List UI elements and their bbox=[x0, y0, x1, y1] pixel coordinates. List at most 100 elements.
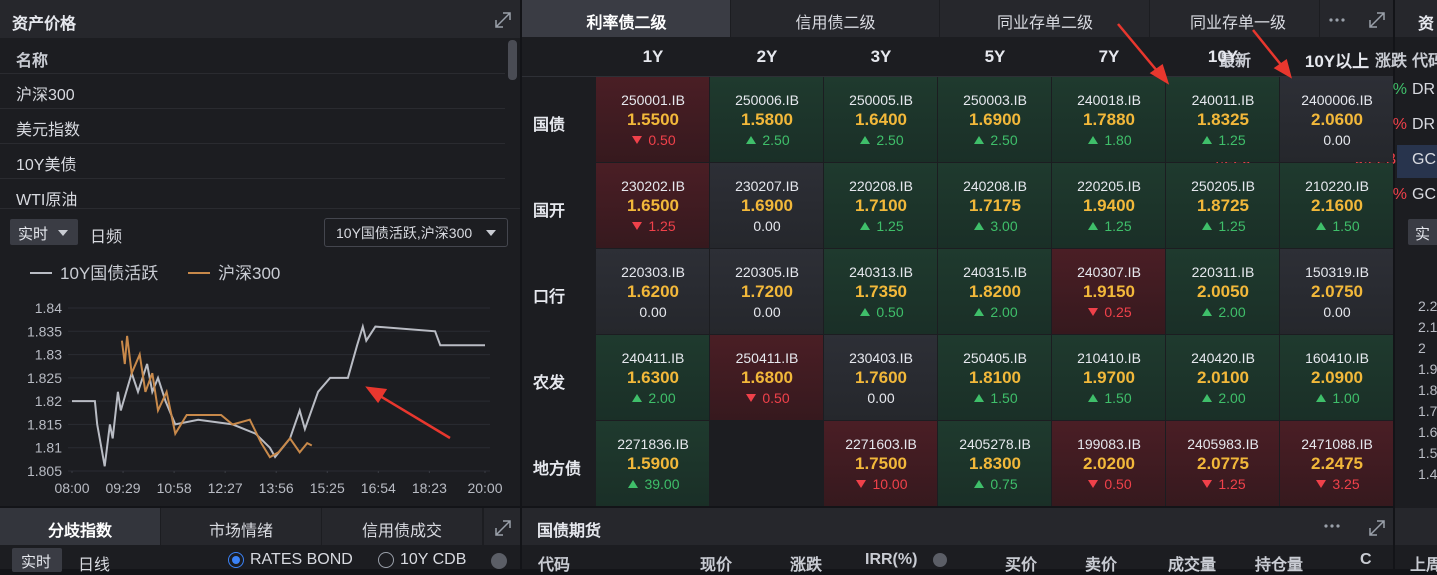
tab[interactable] bbox=[940, 0, 1149, 37]
right-panel bbox=[1395, 0, 1437, 569]
rate-cell[interactable] bbox=[824, 421, 937, 506]
toolbar-divider bbox=[0, 208, 520, 209]
bond-change: 1.50 bbox=[1104, 390, 1132, 406]
rate-cell[interactable] bbox=[938, 163, 1051, 248]
trend-arrow bbox=[1202, 394, 1212, 402]
y-tick-label: 1.815 bbox=[27, 416, 62, 432]
tab[interactable] bbox=[731, 0, 939, 37]
term-header: 3Y bbox=[870, 47, 892, 66]
bond-yield: 2.0750 bbox=[1311, 282, 1363, 301]
freq-label[interactable]: 日线 bbox=[78, 557, 111, 574]
bond-code: 2271603.IB bbox=[845, 436, 917, 452]
rate-cell[interactable] bbox=[710, 335, 823, 420]
series-dropdown[interactable] bbox=[324, 218, 508, 247]
bond-yield: 2.0775 bbox=[1197, 454, 1249, 473]
rate-cell[interactable] bbox=[596, 421, 709, 506]
rate-cell[interactable] bbox=[596, 335, 709, 420]
rate-cell[interactable] bbox=[938, 421, 1051, 506]
bond-yield: 1.6400 bbox=[855, 110, 907, 129]
column-header: 持仓量 bbox=[1255, 557, 1304, 574]
term-header: 10Y bbox=[1207, 47, 1239, 66]
rate-cell[interactable] bbox=[1166, 421, 1279, 506]
row-label: 口行 bbox=[533, 289, 566, 306]
bond-yield: 2.0600 bbox=[1311, 110, 1363, 129]
bond-change: 0.75 bbox=[990, 476, 1018, 492]
rate-cell[interactable] bbox=[1052, 249, 1165, 334]
bond-change: 0.00 bbox=[753, 304, 781, 320]
freq-label[interactable]: 日频 bbox=[90, 229, 123, 246]
mode-label: 实时 bbox=[21, 554, 52, 571]
tab[interactable] bbox=[161, 508, 321, 545]
rate-cell[interactable] bbox=[1166, 77, 1279, 162]
rate-cell[interactable] bbox=[1280, 163, 1393, 248]
tab[interactable] bbox=[522, 0, 730, 37]
column-header: 卖价 bbox=[1085, 557, 1118, 574]
rate-cell[interactable] bbox=[824, 335, 937, 420]
trend-arrow bbox=[1316, 394, 1326, 402]
tab-label: 利率债二级 bbox=[586, 15, 667, 32]
rate-cell[interactable] bbox=[1166, 335, 1279, 420]
rate-cell[interactable] bbox=[1280, 249, 1393, 334]
trend-arrow bbox=[1088, 394, 1098, 402]
bond-code: 2400006.IB bbox=[1301, 92, 1373, 108]
row-label: 国开 bbox=[533, 203, 566, 220]
bond-code: 220305.IB bbox=[735, 264, 799, 280]
bond-code: 240411.IB bbox=[621, 350, 685, 366]
y-tick-label: 1.835 bbox=[27, 323, 62, 339]
bond-code: 2405278.IB bbox=[959, 436, 1031, 452]
bond-code: 2405983.IB bbox=[1187, 436, 1259, 452]
rate-cell[interactable] bbox=[938, 77, 1051, 162]
radio[interactable] bbox=[378, 552, 394, 568]
tab[interactable] bbox=[322, 508, 482, 545]
rate-cell[interactable] bbox=[1052, 335, 1165, 420]
tab[interactable] bbox=[1150, 0, 1319, 37]
mode-button[interactable] bbox=[1408, 219, 1437, 245]
rate-cell[interactable] bbox=[1166, 163, 1279, 248]
series-line bbox=[72, 322, 485, 467]
rate-cell[interactable] bbox=[1166, 249, 1279, 334]
rate-cell[interactable] bbox=[710, 163, 823, 248]
x-tick-label: 15:25 bbox=[310, 480, 345, 496]
bond-code: 199083.IB bbox=[1077, 436, 1141, 452]
rate-cell[interactable] bbox=[596, 249, 709, 334]
rate-cell[interactable] bbox=[596, 163, 709, 248]
tab-label: 信用债成交 bbox=[361, 523, 442, 540]
column-header: 涨跌 bbox=[790, 557, 823, 574]
rate-cell[interactable] bbox=[824, 163, 937, 248]
panel-title: 国债期货 bbox=[537, 523, 602, 540]
bond-yield: 1.7500 bbox=[855, 454, 907, 473]
tab-label: 信用债二级 bbox=[795, 15, 876, 32]
bond-change: 3.25 bbox=[1332, 476, 1360, 492]
rate-cell[interactable] bbox=[938, 335, 1051, 420]
radio[interactable] bbox=[228, 552, 244, 568]
row-code: DR bbox=[1412, 116, 1436, 133]
bond-yield: 1.6900 bbox=[741, 196, 793, 215]
term-header: 2Y bbox=[756, 47, 778, 66]
tab[interactable] bbox=[0, 508, 160, 545]
bond-change: 1.25 bbox=[1218, 218, 1246, 234]
bond-change: 1.25 bbox=[1218, 476, 1246, 492]
rate-cell[interactable] bbox=[1280, 421, 1393, 506]
bond-change: 0.50 bbox=[1104, 476, 1132, 492]
right-header bbox=[1395, 0, 1437, 37]
mode-button[interactable] bbox=[12, 548, 62, 572]
trend-arrow bbox=[856, 480, 866, 488]
rate-cell[interactable] bbox=[1052, 163, 1165, 248]
rate-cell[interactable] bbox=[710, 77, 823, 162]
rate-cell[interactable] bbox=[824, 77, 937, 162]
rate-cell[interactable] bbox=[824, 249, 937, 334]
bond-code: 220208.IB bbox=[849, 178, 913, 194]
rate-cell[interactable] bbox=[1052, 421, 1165, 506]
rate-cell[interactable] bbox=[596, 77, 709, 162]
rate-cell[interactable] bbox=[1280, 77, 1393, 162]
tab-label: 分歧指数 bbox=[47, 523, 112, 540]
bond-change: 1.00 bbox=[1332, 390, 1360, 406]
bond-change: 0.00 bbox=[639, 304, 667, 320]
futures-header bbox=[522, 508, 1393, 545]
rate-cell[interactable] bbox=[938, 249, 1051, 334]
dropdown-caret bbox=[486, 230, 496, 236]
rate-cell[interactable] bbox=[710, 249, 823, 334]
rate-cell[interactable] bbox=[1280, 335, 1393, 420]
x-tick-label: 18:23 bbox=[412, 480, 447, 496]
rate-cell[interactable] bbox=[1052, 77, 1165, 162]
